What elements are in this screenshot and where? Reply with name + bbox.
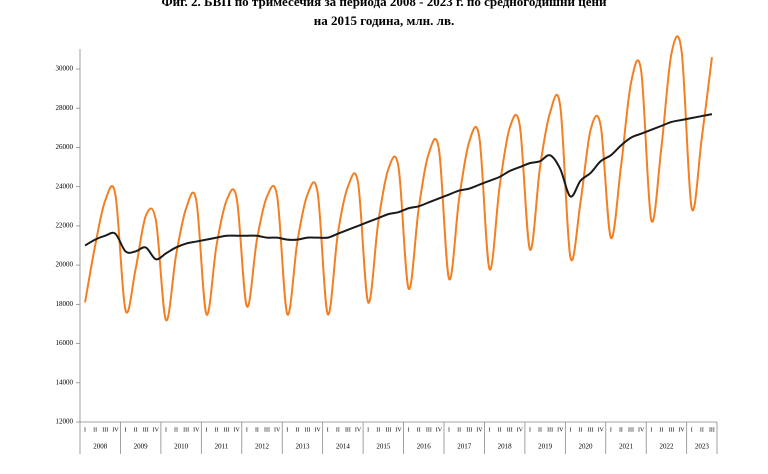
- x-tick-label: I: [529, 427, 531, 433]
- x-tick-label: I: [125, 427, 127, 433]
- series-line: [84, 113, 713, 261]
- x-tick-label: III: [183, 427, 189, 433]
- year-label: 2016: [417, 443, 432, 451]
- year-label: 2020: [579, 443, 594, 451]
- y-tick-label: 26000: [56, 143, 74, 151]
- x-tick-label: I: [610, 427, 612, 433]
- x-tick-label: IV: [112, 427, 119, 433]
- y-tick-label: 28000: [56, 104, 74, 112]
- x-tick-label: III: [224, 427, 230, 433]
- x-tick-label: I: [205, 427, 207, 433]
- x-tick-label: I: [448, 427, 450, 433]
- x-tick-label: IV: [436, 427, 443, 433]
- x-tick-label: III: [264, 427, 270, 433]
- x-tick-label: IV: [193, 427, 200, 433]
- year-label: 2013: [295, 443, 310, 451]
- x-tick-label: I: [165, 427, 167, 433]
- x-tick-label: III: [588, 427, 594, 433]
- y-tick-label: 14000: [56, 378, 74, 386]
- year-label: 2023: [695, 443, 710, 451]
- x-tick-label: III: [143, 427, 149, 433]
- year-label: 2010: [174, 443, 189, 451]
- year-label: 2011: [215, 443, 229, 451]
- x-tick-label: II: [93, 427, 97, 433]
- x-tick-label: IV: [557, 427, 564, 433]
- x-tick-label: II: [174, 427, 178, 433]
- y-tick-label: 20000: [56, 261, 74, 269]
- x-tick-label: IV: [153, 427, 160, 433]
- x-tick-label: II: [376, 427, 380, 433]
- year-label: 2022: [659, 443, 674, 451]
- x-tick-label: IV: [234, 427, 241, 433]
- x-tick-label: IV: [678, 427, 685, 433]
- x-tick-label: II: [457, 427, 461, 433]
- x-tick-label: III: [547, 427, 553, 433]
- x-tick-label: II: [295, 427, 299, 433]
- x-tick-label: III: [102, 427, 108, 433]
- x-tick-label: I: [691, 427, 693, 433]
- x-tick-label: IV: [314, 427, 321, 433]
- y-tick-label: 22000: [56, 221, 74, 229]
- x-tick-label: II: [579, 427, 583, 433]
- x-tick-label: III: [709, 427, 715, 433]
- chart-title: Фиг. 2. БВП по тримесечия за периода 200…: [161, 0, 607, 9]
- x-tick-label: II: [538, 427, 542, 433]
- x-tick-label: III: [345, 427, 351, 433]
- year-label: 2019: [538, 443, 553, 451]
- x-tick-label: II: [336, 427, 340, 433]
- x-tick-label: IV: [274, 427, 281, 433]
- x-tick-label: III: [507, 427, 513, 433]
- year-label: 2017: [457, 443, 472, 451]
- x-tick-label: II: [255, 427, 259, 433]
- x-tick-label: III: [385, 427, 391, 433]
- x-tick-label: IV: [355, 427, 362, 433]
- x-tick-label: I: [569, 427, 571, 433]
- year-label: 2018: [498, 443, 513, 451]
- x-tick-label: I: [650, 427, 652, 433]
- y-tick-label: 16000: [56, 339, 74, 347]
- x-tick-label: II: [700, 427, 704, 433]
- x-tick-label: III: [628, 427, 634, 433]
- year-label: 2009: [134, 443, 149, 451]
- y-tick-label: 12000: [56, 418, 74, 426]
- y-tick-label: 18000: [56, 300, 74, 308]
- x-tick-label: II: [417, 427, 421, 433]
- series-line: [84, 35, 713, 322]
- year-label: 2021: [619, 443, 634, 451]
- x-tick-label: III: [426, 427, 432, 433]
- y-tick-label: 30000: [56, 65, 74, 73]
- x-tick-label: II: [619, 427, 623, 433]
- x-tick-label: IV: [638, 427, 645, 433]
- x-tick-label: II: [498, 427, 502, 433]
- x-tick-label: IV: [598, 427, 605, 433]
- year-label: 2012: [255, 443, 270, 451]
- year-label: 2008: [93, 443, 108, 451]
- x-tick-label: I: [84, 427, 86, 433]
- x-tick-label: III: [305, 427, 311, 433]
- x-tick-label: I: [327, 427, 329, 433]
- x-tick-label: I: [408, 427, 410, 433]
- x-tick-label: II: [134, 427, 138, 433]
- x-tick-label: II: [659, 427, 663, 433]
- year-label: 2015: [376, 443, 391, 451]
- chart-title: на 2015 година, млн. лв.: [314, 13, 454, 28]
- x-tick-label: I: [246, 427, 248, 433]
- y-tick-label: 24000: [56, 182, 74, 190]
- x-tick-label: IV: [517, 427, 524, 433]
- x-tick-label: IV: [395, 427, 402, 433]
- x-tick-label: III: [466, 427, 472, 433]
- x-tick-label: II: [215, 427, 219, 433]
- x-tick-label: I: [286, 427, 288, 433]
- year-label: 2014: [336, 443, 351, 451]
- x-tick-label: I: [489, 427, 491, 433]
- x-tick-label: IV: [476, 427, 483, 433]
- x-tick-label: III: [669, 427, 675, 433]
- x-tick-label: I: [367, 427, 369, 433]
